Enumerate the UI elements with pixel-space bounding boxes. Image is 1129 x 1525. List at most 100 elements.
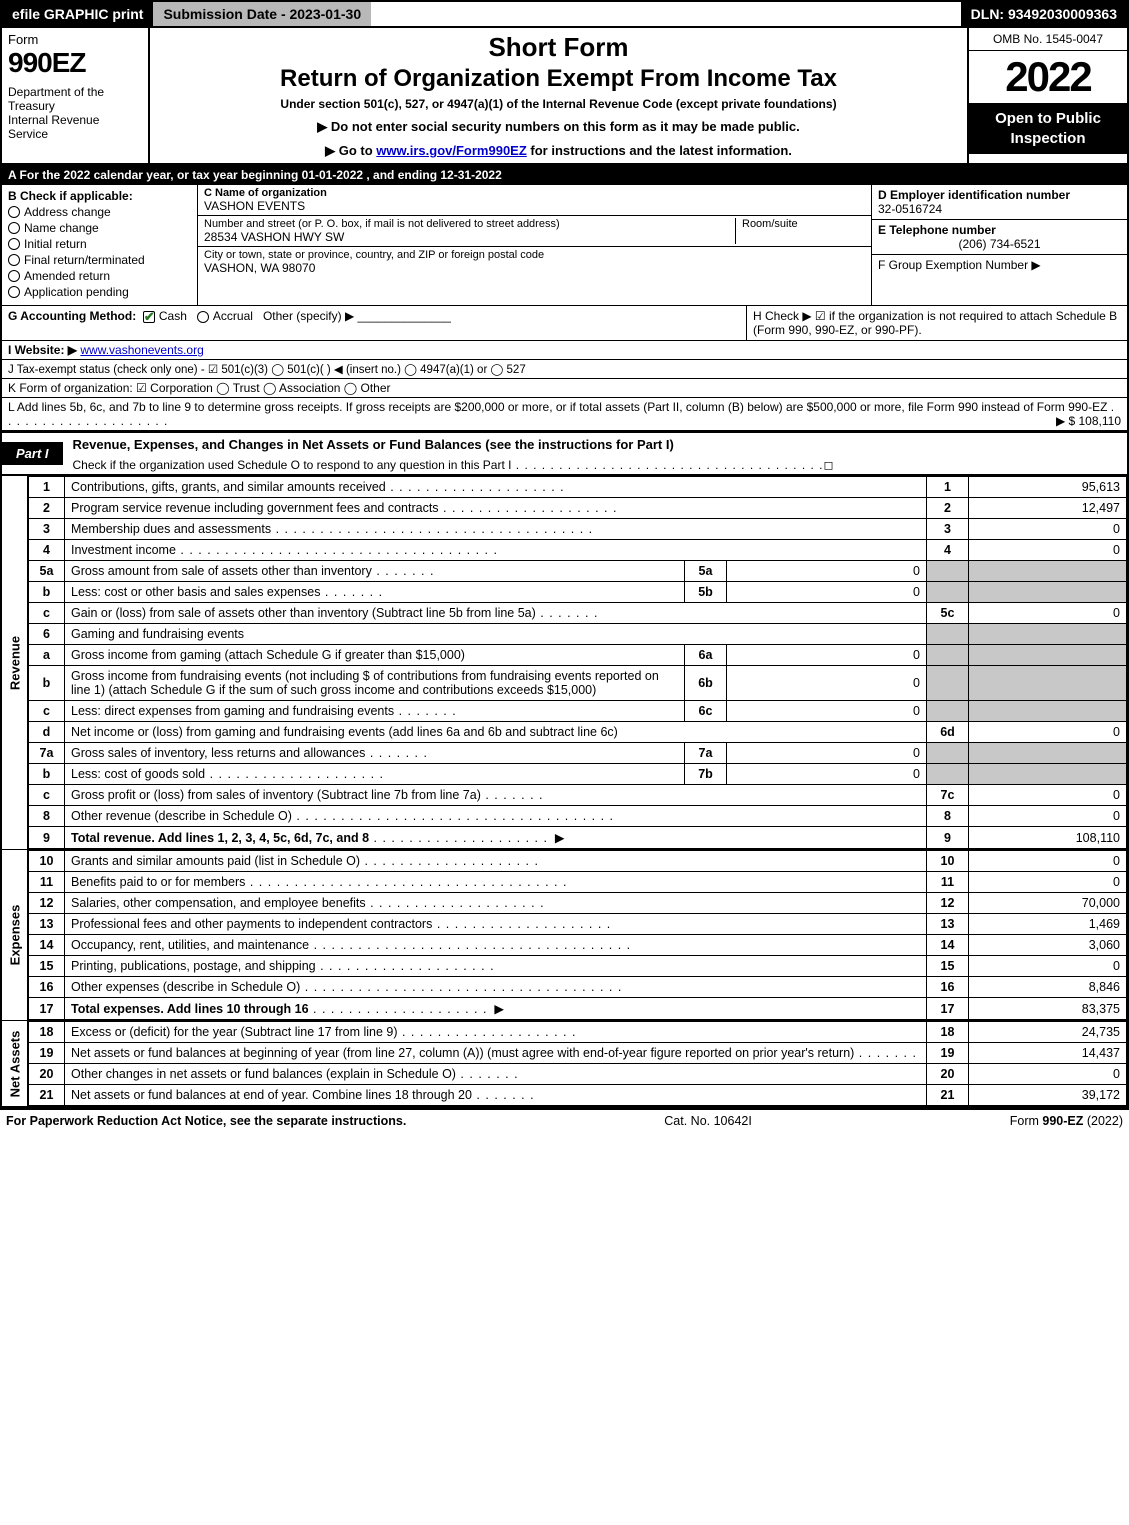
line-13: 13Professional fees and other payments t…	[29, 914, 1127, 935]
ssn-warning: ▶ Do not enter social security numbers o…	[160, 119, 957, 135]
cb-final-return[interactable]: Final return/terminated	[8, 253, 191, 267]
cb-application-pending[interactable]: Application pending	[8, 285, 191, 299]
line-18: 18Excess or (deficit) for the year (Subt…	[29, 1022, 1127, 1043]
form-990ez-page: efile GRAPHIC print Submission Date - 20…	[0, 0, 1129, 1110]
line-6b: bGross income from fundraising events (n…	[29, 666, 1127, 701]
cb-name-change[interactable]: Name change	[8, 221, 191, 235]
line-6a: aGross income from gaming (attach Schedu…	[29, 645, 1127, 666]
part1-header: Part I Revenue, Expenses, and Changes in…	[2, 431, 1127, 475]
line-9: 9Total revenue. Add lines 1, 2, 3, 4, 5c…	[29, 827, 1127, 849]
line-5c: cGain or (loss) from sale of assets othe…	[29, 603, 1127, 624]
line-a: A For the 2022 calendar year, or tax yea…	[2, 165, 1127, 185]
col-b-checkboxes: B Check if applicable: Address change Na…	[2, 185, 198, 305]
expenses-section: Expenses 10Grants and similar amounts pa…	[2, 849, 1127, 1020]
efile-print-button[interactable]: efile GRAPHIC print	[2, 2, 153, 26]
footer-left: For Paperwork Reduction Act Notice, see …	[6, 1114, 406, 1128]
line-2: 2Program service revenue including gover…	[29, 498, 1127, 519]
dln-number: DLN: 93492030009363	[961, 2, 1127, 26]
website-label: I Website: ▶	[8, 343, 77, 357]
form-header: Form 990EZ Department of the Treasury In…	[2, 28, 1127, 165]
part1-note: Check if the organization used Schedule …	[63, 456, 854, 474]
net-assets-label: Net Assets	[2, 1021, 28, 1106]
line-21: 21Net assets or fund balances at end of …	[29, 1085, 1127, 1106]
line-l-text: L Add lines 5b, 6c, and 7b to line 9 to …	[8, 400, 1107, 414]
line-6c: cLess: direct expenses from gaming and f…	[29, 701, 1127, 722]
omb-number: OMB No. 1545-0047	[969, 28, 1127, 51]
line-19: 19Net assets or fund balances at beginni…	[29, 1043, 1127, 1064]
line-15: 15Printing, publications, postage, and s…	[29, 956, 1127, 977]
ein-label: D Employer identification number	[878, 188, 1070, 202]
other-specify: Other (specify) ▶	[263, 309, 354, 323]
short-form-title: Short Form	[160, 32, 957, 63]
line-8: 8Other revenue (describe in Schedule O)8…	[29, 806, 1127, 827]
header-left: Form 990EZ Department of the Treasury In…	[2, 28, 150, 163]
form-subtitle: Under section 501(c), 527, or 4947(a)(1)…	[160, 97, 957, 111]
tax-year: 2022	[969, 51, 1127, 103]
line-j: J Tax-exempt status (check only one) - ☑…	[2, 360, 1127, 379]
addr-label: Number and street (or P. O. box, if mail…	[204, 218, 735, 230]
col-d-ein-tel: D Employer identification number 32-0516…	[871, 185, 1127, 305]
header-right: OMB No. 1545-0047 2022 Open to Public In…	[967, 28, 1127, 163]
group-exemption-label: F Group Exemption Number ▶	[878, 258, 1041, 272]
form-word: Form	[8, 32, 142, 47]
cb-address-change[interactable]: Address change	[8, 205, 191, 219]
line-l: L Add lines 5b, 6c, and 7b to line 9 to …	[2, 398, 1127, 431]
line-7b: bLess: cost of goods sold7b0	[29, 764, 1127, 785]
room-label: Room/suite	[742, 218, 865, 230]
irs-link[interactable]: www.irs.gov/Form990EZ	[376, 143, 527, 158]
line-6d: dNet income or (loss) from gaming and fu…	[29, 722, 1127, 743]
line-16: 16Other expenses (describe in Schedule O…	[29, 977, 1127, 998]
revenue-table: 1Contributions, gifts, grants, and simil…	[28, 476, 1127, 849]
net-assets-section: Net Assets 18Excess or (deficit) for the…	[2, 1020, 1127, 1108]
line-3: 3Membership dues and assessments30	[29, 519, 1127, 540]
line-10: 10Grants and similar amounts paid (list …	[29, 851, 1127, 872]
line-h: H Check ▶ ☑ if the organization is not r…	[747, 306, 1127, 340]
department-label: Department of the Treasury Internal Reve…	[8, 85, 142, 141]
col-b-title: B Check if applicable:	[8, 189, 191, 203]
line-7a: 7aGross sales of inventory, less returns…	[29, 743, 1127, 764]
line-5a: 5aGross amount from sale of assets other…	[29, 561, 1127, 582]
name-label: C Name of organization	[204, 187, 327, 199]
website-link[interactable]: www.vashonevents.org	[80, 343, 203, 357]
line-1: 1Contributions, gifts, grants, and simil…	[29, 477, 1127, 498]
line-5b: bLess: cost or other basis and sales exp…	[29, 582, 1127, 603]
revenue-label: Revenue	[2, 476, 28, 849]
part1-title: Revenue, Expenses, and Changes in Net As…	[63, 433, 854, 456]
line-l-value: ▶ $ 108,110	[1056, 414, 1121, 428]
col-c-org-info: C Name of organization VASHON EVENTS Num…	[198, 185, 871, 305]
expenses-label: Expenses	[2, 850, 28, 1020]
org-name: VASHON EVENTS	[204, 199, 865, 213]
instructions-link-row: ▶ Go to www.irs.gov/Form990EZ for instru…	[160, 143, 957, 159]
line-20: 20Other changes in net assets or fund ba…	[29, 1064, 1127, 1085]
inst-pre: ▶ Go to	[325, 143, 376, 158]
cb-cash[interactable]	[143, 311, 155, 323]
form-title: Return of Organization Exempt From Incom…	[160, 65, 957, 93]
row-g-h: G Accounting Method: Cash Accrual Other …	[2, 306, 1127, 341]
cb-accrual[interactable]	[197, 311, 209, 323]
line-7c: cGross profit or (loss) from sales of in…	[29, 785, 1127, 806]
line-11: 11Benefits paid to or for members110	[29, 872, 1127, 893]
top-bar: efile GRAPHIC print Submission Date - 20…	[2, 2, 1127, 28]
city-label: City or town, state or province, country…	[204, 249, 865, 261]
expenses-table: 10Grants and similar amounts paid (list …	[28, 850, 1127, 1020]
revenue-section: Revenue 1Contributions, gifts, grants, a…	[2, 475, 1127, 849]
part1-note-checkbox[interactable]: ◻	[824, 458, 834, 472]
line-17: 17Total expenses. Add lines 10 through 1…	[29, 998, 1127, 1020]
line-i: I Website: ▶ www.vashonevents.org	[2, 341, 1127, 360]
inst-post: for instructions and the latest informat…	[527, 143, 792, 158]
line-k: K Form of organization: ☑ Corporation ◯ …	[2, 379, 1127, 398]
tel-label: E Telephone number	[878, 223, 996, 237]
page-footer: For Paperwork Reduction Act Notice, see …	[0, 1110, 1129, 1132]
line-6: 6Gaming and fundraising events	[29, 624, 1127, 645]
open-to-public: Open to Public Inspection	[969, 103, 1127, 154]
line-12: 12Salaries, other compensation, and empl…	[29, 893, 1127, 914]
cb-amended-return[interactable]: Amended return	[8, 269, 191, 283]
line-g-label: G Accounting Method:	[8, 309, 136, 323]
line-14: 14Occupancy, rent, utilities, and mainte…	[29, 935, 1127, 956]
footer-right: Form 990-EZ (2022)	[1010, 1114, 1123, 1128]
line-4: 4Investment income40	[29, 540, 1127, 561]
org-city: VASHON, WA 98070	[204, 261, 865, 275]
org-address: 28534 VASHON HWY SW	[204, 230, 735, 244]
form-number: 990EZ	[8, 47, 142, 79]
cb-initial-return[interactable]: Initial return	[8, 237, 191, 251]
